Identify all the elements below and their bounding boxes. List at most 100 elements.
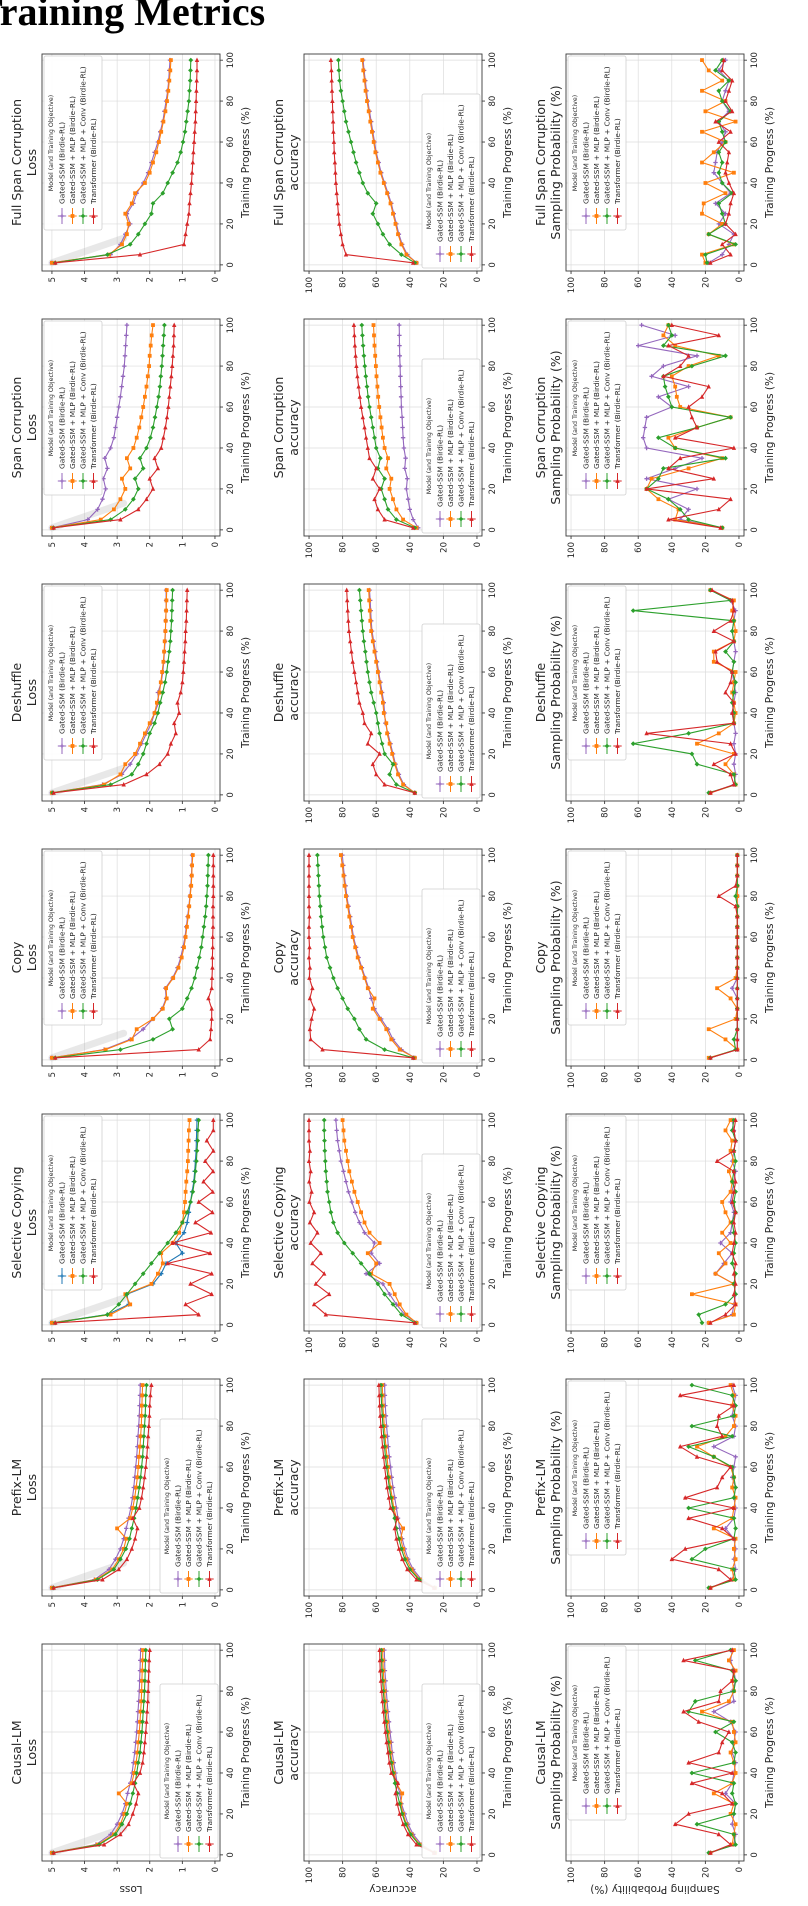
x-axis-label: Training Progress (%) (764, 372, 776, 484)
legend-title: Model (and Training Objective) (164, 1458, 171, 1554)
square-marker-icon (387, 741, 392, 746)
triangle-marker-icon (400, 1821, 406, 1827)
diamond-marker-icon (322, 1158, 328, 1164)
square-marker-icon (376, 160, 380, 165)
triangle-marker-icon (181, 659, 187, 664)
plus-marker-icon (711, 1444, 716, 1449)
square-marker-icon (366, 588, 371, 592)
triangle-marker-icon (171, 332, 177, 338)
plot-border (303, 583, 483, 802)
subplot-title-metric: accuracy (286, 1459, 301, 1516)
triangle-marker-icon (355, 373, 360, 379)
triangle-marker-icon (184, 608, 189, 613)
x-tick-label: 80 (750, 626, 760, 637)
diamond-marker-icon (129, 1526, 135, 1531)
figure-grid: 0 20 40 60 80 100 0 1 2 3 4 5 Causal-LM Loss Training … (6, 46, 792, 1901)
triangle-marker-icon (143, 1464, 148, 1469)
diamond-marker-icon (351, 149, 356, 155)
square-marker-icon (594, 1274, 599, 1278)
diamond-marker-icon (147, 731, 153, 736)
plus-marker-icon (730, 1822, 735, 1827)
triangle-marker-icon (308, 1240, 313, 1245)
square-marker-icon (733, 1771, 738, 1775)
x-tick-label: 0 (488, 1587, 498, 1592)
diamond-marker-icon (156, 394, 161, 400)
triangle-marker-icon (136, 1790, 141, 1796)
triangle-marker-icon (211, 893, 216, 898)
plus-marker-icon (185, 1220, 190, 1225)
square-marker-icon (377, 1241, 382, 1245)
square-marker-icon (397, 1047, 402, 1052)
subplot-title-metric: Sampling Probability (%) (548, 880, 563, 1034)
triangle-marker-icon (147, 1413, 152, 1418)
x-tick-label: 20 (750, 1809, 760, 1820)
square-marker-icon (386, 456, 390, 461)
triangle-marker-icon (678, 455, 683, 461)
plus-marker-icon (116, 404, 121, 410)
diamond-marker-icon (160, 343, 166, 348)
x-tick-label: 40 (750, 1768, 760, 1779)
plus-marker-icon (122, 353, 128, 358)
y-tick-label: 80 (601, 1072, 611, 1083)
y-tick-label: 40 (668, 807, 678, 818)
y-tick-label: 80 (601, 807, 611, 818)
square-marker-icon (140, 1403, 144, 1408)
legend-title: Model (and Training Objective) (48, 625, 55, 721)
plus-marker-icon (398, 384, 403, 389)
series-transformer (644, 587, 738, 795)
legend-entry-label: Transformer (Birdie-RL) (613, 118, 622, 205)
square-marker-icon (128, 466, 133, 471)
y-tick-label: 5 (48, 807, 58, 812)
plus-marker-icon (338, 1158, 344, 1164)
triangle-marker-icon (211, 1127, 216, 1133)
y-tick-label: 80 (339, 277, 349, 288)
x-tick-label: 40 (226, 708, 236, 719)
plus-marker-icon (731, 762, 737, 767)
triangle-marker-icon (469, 1576, 474, 1581)
triangle-marker-icon (711, 761, 716, 767)
diamond-marker-icon (704, 260, 710, 266)
x-tick-label: 100 (226, 847, 236, 863)
diamond-marker-icon (161, 333, 167, 338)
plus-marker-icon (656, 394, 661, 399)
plus-marker-icon (583, 743, 589, 749)
triangle-marker-icon (387, 1760, 392, 1765)
square-marker-icon (666, 435, 671, 440)
series-gated-ssm (49, 1382, 143, 1590)
x-tick-label: 60 (750, 1197, 760, 1208)
triangle-marker-icon (731, 1536, 737, 1541)
subplot-title-metric: Sampling Probability (%) (548, 615, 563, 769)
triangle-marker-icon (349, 649, 354, 654)
triangle-marker-icon (733, 1301, 738, 1307)
square-marker-icon (371, 323, 376, 327)
triangle-marker-icon (716, 1831, 721, 1837)
diamond-marker-icon (152, 720, 157, 726)
series-gated-ssm-mlp (50, 853, 195, 1060)
square-marker-icon (723, 762, 728, 767)
square-marker-icon (184, 1179, 189, 1184)
x-tick-label: 0 (750, 1852, 760, 1857)
plus-marker-icon (723, 1526, 728, 1531)
diamond-marker-icon (167, 638, 173, 644)
square-marker-icon (132, 1771, 136, 1775)
triangle-marker-icon (170, 363, 175, 368)
plus-marker-icon (113, 425, 118, 430)
series-gated-ssm (340, 852, 417, 1060)
triangle-marker-icon (165, 1260, 170, 1266)
triangle-marker-icon (735, 944, 740, 950)
triangle-marker-icon (686, 1515, 691, 1521)
triangle-marker-icon (731, 1148, 737, 1153)
x-tick-label: 80 (226, 96, 236, 107)
triangle-marker-icon (731, 1271, 737, 1276)
square-marker-icon (138, 741, 142, 746)
y-tick-label: 1 (178, 1602, 188, 1607)
triangle-marker-icon (137, 252, 143, 257)
subplot-title-task: Deshuffle (271, 662, 286, 722)
series-line (53, 1385, 148, 1589)
diamond-marker-icon (731, 1515, 737, 1521)
y-tick-label: 0 (473, 1602, 483, 1607)
square-marker-icon (138, 1434, 143, 1439)
diamond-marker-icon (192, 1179, 197, 1184)
plot-border (303, 848, 483, 1067)
